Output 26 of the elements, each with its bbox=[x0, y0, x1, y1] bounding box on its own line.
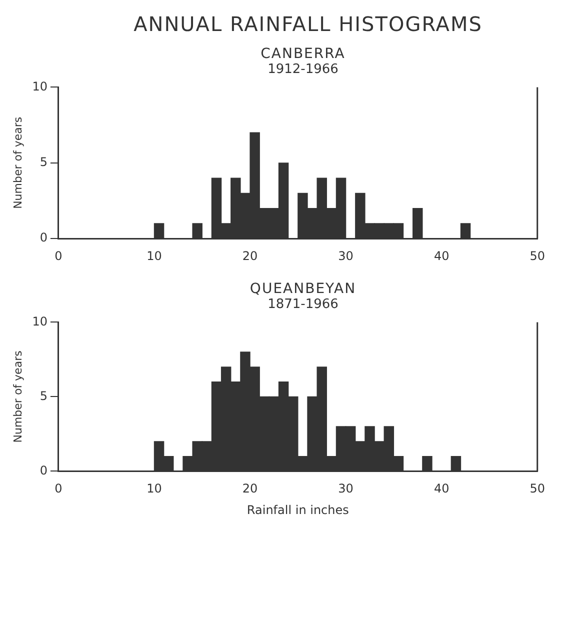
x-tick-label: 40 bbox=[434, 482, 450, 496]
x-tick-label: 10 bbox=[146, 482, 162, 496]
x-tick-label: 0 bbox=[54, 482, 62, 496]
x-tick-label: 20 bbox=[242, 482, 258, 496]
x-tick-label: 0 bbox=[54, 248, 62, 263]
y-tick-label: 5 bbox=[40, 155, 48, 170]
y-tick-label: 0 bbox=[40, 463, 48, 478]
x-axis-title: Rainfall in inches bbox=[246, 502, 349, 517]
y-tick-label: 10 bbox=[32, 314, 48, 328]
x-tick-label: 50 bbox=[530, 482, 546, 496]
x-tick-label: 10 bbox=[146, 248, 162, 263]
y-tick-label: 10 bbox=[32, 79, 48, 94]
y-tick-label: 5 bbox=[40, 388, 48, 403]
chart-title: CANBERRA bbox=[260, 46, 346, 62]
x-tick-label: 50 bbox=[530, 248, 546, 263]
x-tick-label: 40 bbox=[434, 248, 450, 263]
text: ANNUAL RAINFALL HISTOGRAMS bbox=[132, 12, 484, 36]
y-axis-title: Number of years bbox=[11, 116, 24, 209]
chart-subtitle: 1912-1966 bbox=[266, 62, 340, 77]
x-tick-label: 20 bbox=[242, 248, 258, 263]
y-tick-label: 0 bbox=[40, 230, 48, 245]
chart-subtitle: 1871-1966 bbox=[266, 297, 340, 312]
x-tick-label: 30 bbox=[338, 482, 354, 496]
chart-title: QUEANBEYAN bbox=[248, 281, 358, 297]
y-axis-title: Number of years bbox=[11, 350, 24, 443]
x-tick-label: 30 bbox=[338, 248, 354, 263]
